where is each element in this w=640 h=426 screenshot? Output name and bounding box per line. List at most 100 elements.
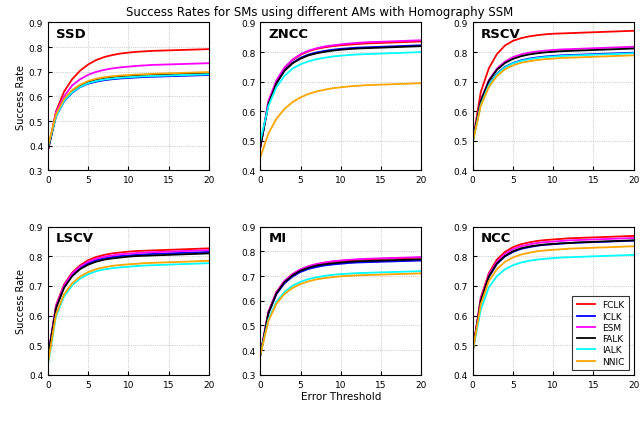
ESM <box>305 49 312 54</box>
IALK <box>132 264 140 269</box>
NNIC <box>582 246 589 251</box>
ICLK <box>189 250 196 256</box>
ESM <box>52 304 60 309</box>
FCLK <box>525 35 533 40</box>
ICLK <box>205 250 212 255</box>
ESM <box>417 39 425 44</box>
NNIC <box>297 282 305 287</box>
NNIC <box>589 55 597 60</box>
FCLK <box>148 248 156 253</box>
NNIC <box>92 77 100 82</box>
IALK <box>289 283 296 288</box>
FALK <box>549 50 557 55</box>
IALK <box>541 55 549 60</box>
ESM <box>345 42 353 47</box>
FALK <box>589 240 597 245</box>
NNIC <box>630 244 637 249</box>
Text: ZNCC: ZNCC <box>268 28 308 41</box>
ICLK <box>377 259 385 265</box>
ICLK <box>573 241 581 246</box>
ESM <box>125 65 132 70</box>
IALK <box>157 74 164 79</box>
ICLK <box>92 258 100 263</box>
IALK <box>76 276 84 282</box>
FALK <box>369 46 377 52</box>
FCLK <box>345 43 353 48</box>
FALK <box>173 253 180 258</box>
ICLK <box>197 250 205 255</box>
FCLK <box>369 42 377 47</box>
NNIC <box>533 249 541 254</box>
IALK <box>148 74 156 79</box>
ICLK <box>157 75 164 80</box>
IALK <box>485 285 493 290</box>
ESM <box>329 43 337 49</box>
FCLK <box>165 248 173 253</box>
ICLK <box>353 260 361 265</box>
IALK <box>630 52 637 57</box>
ESM <box>337 43 345 48</box>
FALK <box>44 354 52 360</box>
Line: FALK: FALK <box>473 241 634 351</box>
FCLK <box>477 90 484 95</box>
IALK <box>485 83 493 89</box>
ESM <box>173 63 180 68</box>
FALK <box>321 50 328 55</box>
ICLK <box>410 259 417 264</box>
ICLK <box>44 354 52 360</box>
ESM <box>417 255 425 260</box>
ICLK <box>493 262 500 267</box>
IALK <box>525 58 533 63</box>
ESM <box>92 256 100 262</box>
IALK <box>598 254 605 259</box>
IALK <box>109 266 116 271</box>
IALK <box>281 290 289 295</box>
ICLK <box>297 270 305 275</box>
NNIC <box>148 72 156 77</box>
ESM <box>573 47 581 52</box>
ICLK <box>401 259 409 264</box>
FALK <box>525 245 533 250</box>
IALK <box>141 263 148 268</box>
IALK <box>509 263 516 268</box>
Y-axis label: Success Rate: Success Rate <box>16 65 26 130</box>
ESM <box>598 46 605 52</box>
FALK <box>485 79 493 84</box>
ESM <box>385 256 393 261</box>
FCLK <box>630 234 637 239</box>
FALK <box>297 57 305 62</box>
FCLK <box>157 49 164 54</box>
ESM <box>393 256 401 261</box>
NNIC <box>165 260 173 265</box>
FCLK <box>289 58 296 63</box>
ICLK <box>589 240 597 245</box>
FCLK <box>68 78 76 83</box>
FCLK <box>157 248 164 253</box>
IALK <box>165 74 173 79</box>
IALK <box>573 255 581 260</box>
FCLK <box>533 239 541 244</box>
FCLK <box>541 33 549 38</box>
FCLK <box>165 49 173 54</box>
IALK <box>517 59 525 64</box>
FALK <box>313 263 321 268</box>
Line: IALK: IALK <box>48 75 209 148</box>
FALK <box>598 48 605 53</box>
ICLK <box>525 57 533 62</box>
FCLK <box>353 258 361 263</box>
FALK <box>305 54 312 59</box>
IALK <box>281 74 289 79</box>
FCLK <box>181 48 189 53</box>
ESM <box>76 78 84 83</box>
NNIC <box>84 79 92 84</box>
FALK <box>157 72 164 78</box>
IALK <box>52 115 60 120</box>
NNIC <box>297 95 305 101</box>
IALK <box>477 307 484 312</box>
NNIC <box>205 259 212 264</box>
FALK <box>533 243 541 248</box>
NNIC <box>289 100 296 105</box>
NNIC <box>485 85 493 90</box>
NNIC <box>68 88 76 93</box>
NNIC <box>305 92 312 97</box>
